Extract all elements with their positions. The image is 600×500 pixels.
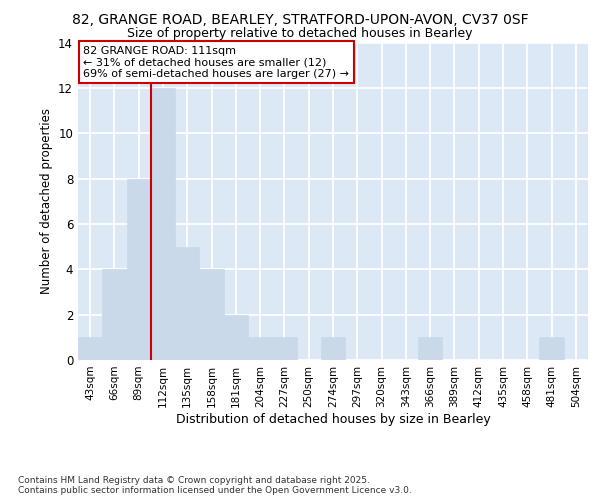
Bar: [175, 246, 199, 360]
Text: Contains HM Land Registry data © Crown copyright and database right 2025.
Contai: Contains HM Land Registry data © Crown c…: [18, 476, 412, 495]
Bar: [102, 270, 127, 360]
Text: 82 GRANGE ROAD: 111sqm
← 31% of detached houses are smaller (12)
69% of semi-det: 82 GRANGE ROAD: 111sqm ← 31% of detached…: [83, 46, 349, 79]
Bar: [127, 178, 151, 360]
Bar: [272, 338, 296, 360]
Bar: [418, 338, 442, 360]
Bar: [224, 314, 248, 360]
Y-axis label: Number of detached properties: Number of detached properties: [40, 108, 53, 294]
Bar: [539, 338, 564, 360]
Bar: [321, 338, 345, 360]
Bar: [151, 88, 175, 360]
Text: 82, GRANGE ROAD, BEARLEY, STRATFORD-UPON-AVON, CV37 0SF: 82, GRANGE ROAD, BEARLEY, STRATFORD-UPON…: [71, 12, 529, 26]
Bar: [199, 270, 224, 360]
X-axis label: Distribution of detached houses by size in Bearley: Distribution of detached houses by size …: [176, 412, 490, 426]
Bar: [248, 338, 272, 360]
Bar: [78, 338, 102, 360]
Text: Size of property relative to detached houses in Bearley: Size of property relative to detached ho…: [127, 28, 473, 40]
